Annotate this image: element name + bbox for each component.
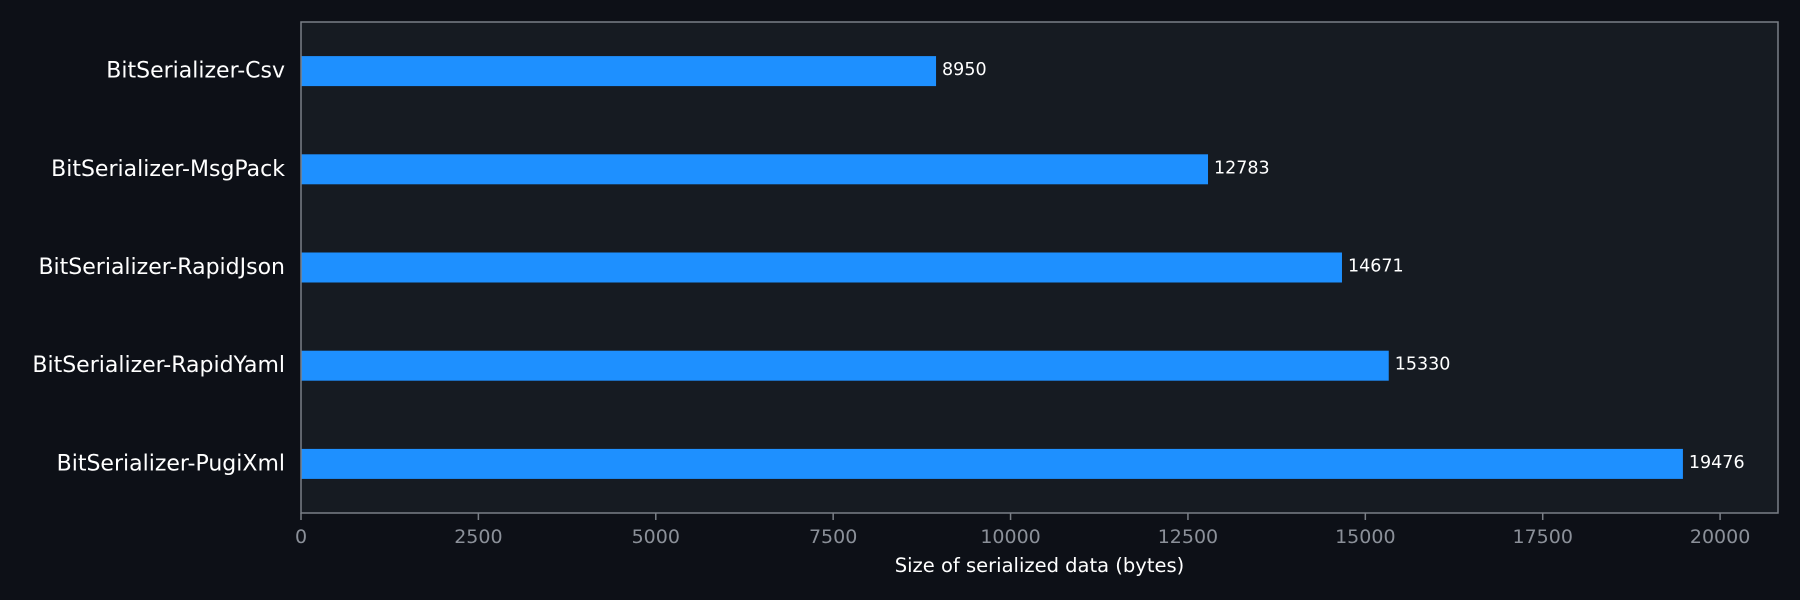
data-label: 8950 (942, 60, 987, 80)
x-tick-label: 10000 (980, 526, 1040, 548)
x-tick-label: 0 (295, 526, 307, 548)
data-label: 14671 (1348, 257, 1404, 277)
bars-group (301, 56, 1683, 479)
data-label: 19476 (1689, 453, 1745, 473)
value-labels-group: 8950 12783 14671 15330 19476 (942, 60, 1745, 473)
category-label: BitSerializer-RapidYaml (32, 353, 285, 378)
x-tick-label: 15000 (1335, 526, 1395, 548)
category-label: BitSerializer-MsgPack (51, 157, 285, 182)
category-label: BitSerializer-PugiXml (57, 451, 285, 476)
x-tick-label: 17500 (1512, 526, 1572, 548)
bar (301, 56, 937, 87)
data-label: 12783 (1214, 158, 1270, 178)
category-label: BitSerializer-RapidJson (38, 255, 285, 280)
bar (301, 448, 1683, 479)
x-tick-label: 20000 (1690, 526, 1750, 548)
x-axis-label: Size of serialized data (bytes) (895, 554, 1184, 577)
x-tick-label: 7500 (809, 526, 857, 548)
bar (301, 252, 1342, 283)
x-tick-label: 2500 (454, 526, 502, 548)
bar (301, 350, 1389, 381)
x-ticks-group: 0 2500 5000 7500 10000 12500 15000 17500 20000 (295, 513, 1750, 548)
bar (301, 154, 1209, 185)
data-label: 15330 (1395, 355, 1451, 375)
plot-frame (300, 21, 1779, 514)
x-tick-label: 12500 (1158, 526, 1218, 548)
category-label: BitSerializer-Csv (106, 59, 285, 84)
x-tick-label: 5000 (632, 526, 680, 548)
category-labels-group: BitSerializer-Csv BitSerializer-MsgPack Bi… (32, 59, 285, 477)
